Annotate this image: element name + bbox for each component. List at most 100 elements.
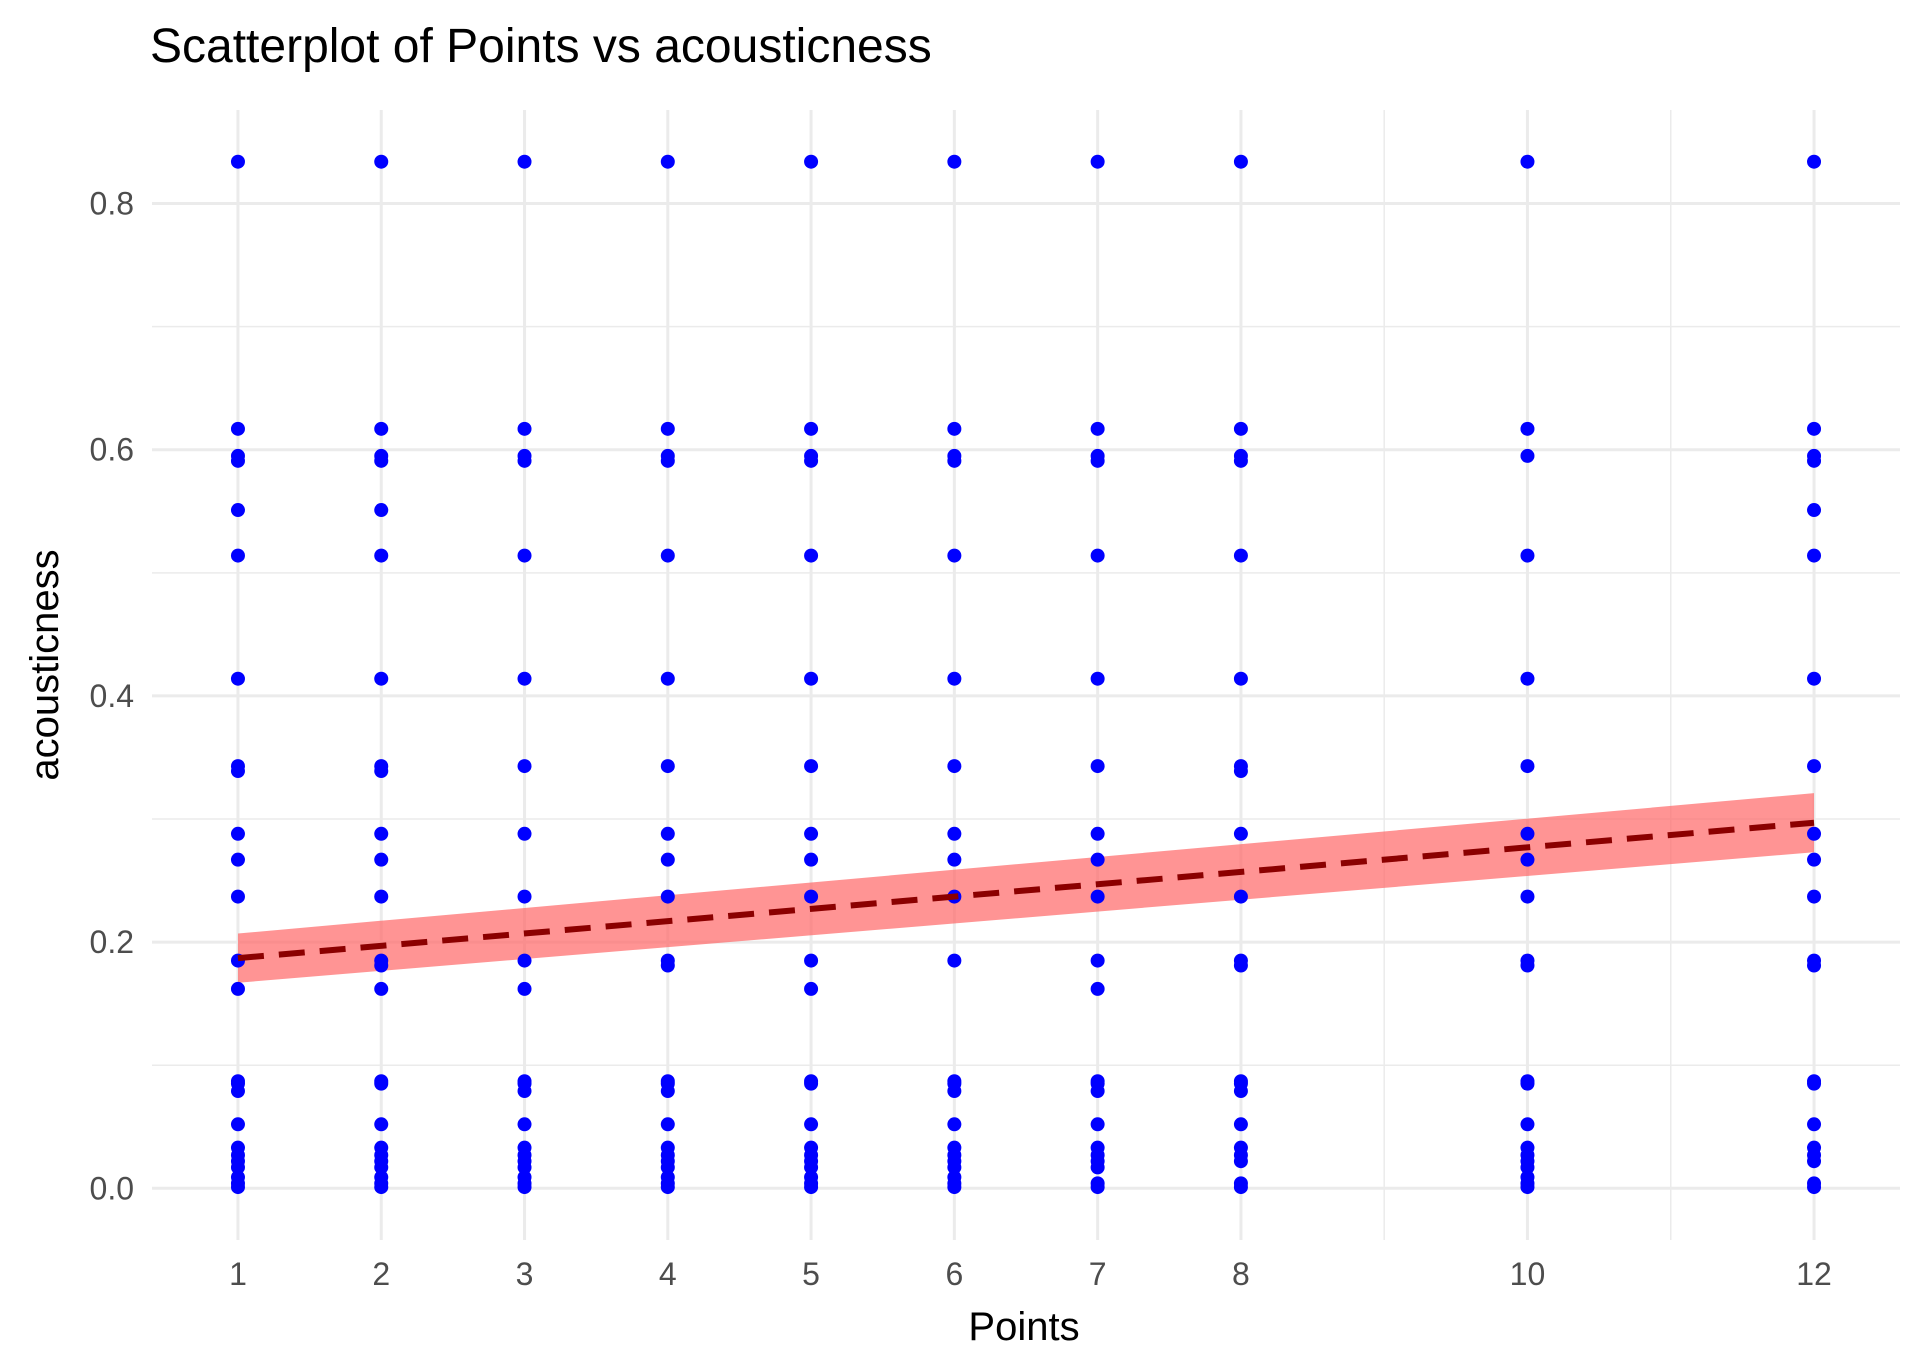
data-point xyxy=(660,1160,675,1175)
data-point xyxy=(1233,421,1248,436)
data-point xyxy=(1520,1180,1535,1195)
data-point xyxy=(660,759,675,774)
data-point xyxy=(1520,671,1535,686)
data-point xyxy=(1233,764,1248,779)
trend-line xyxy=(237,819,1815,962)
data-point xyxy=(947,953,962,968)
data-point xyxy=(1233,889,1248,904)
data-point xyxy=(804,953,819,968)
data-point xyxy=(804,671,819,686)
x-axis-label: Points xyxy=(968,1305,1079,1349)
data-point xyxy=(374,1160,389,1175)
data-point xyxy=(947,421,962,436)
data-point xyxy=(1090,421,1105,436)
data-point xyxy=(1807,1117,1822,1132)
data-point xyxy=(1090,1180,1105,1195)
data-point xyxy=(1233,1117,1248,1132)
y-tick-label: 0.0 xyxy=(90,1170,134,1206)
data-point xyxy=(517,981,532,996)
data-point xyxy=(374,889,389,904)
data-point xyxy=(660,826,675,841)
data-point xyxy=(1520,421,1535,436)
data-point xyxy=(374,826,389,841)
data-point xyxy=(230,154,245,169)
data-point xyxy=(1233,1154,1248,1169)
data-point xyxy=(1520,1117,1535,1132)
x-tick-label: 5 xyxy=(802,1256,820,1292)
data-point xyxy=(517,826,532,841)
data-point xyxy=(947,453,962,468)
data-point xyxy=(1233,453,1248,468)
data-point xyxy=(804,759,819,774)
data-point xyxy=(660,1117,675,1132)
data-point xyxy=(517,1180,532,1195)
data-point xyxy=(1807,759,1822,774)
data-point xyxy=(1520,448,1535,463)
data-point xyxy=(804,1117,819,1132)
data-point xyxy=(517,1160,532,1175)
data-point xyxy=(1233,671,1248,686)
data-point xyxy=(1233,1180,1248,1195)
data-point xyxy=(660,958,675,973)
data-point xyxy=(660,1180,675,1195)
data-point xyxy=(1520,1160,1535,1175)
data-point xyxy=(947,548,962,563)
data-point xyxy=(1807,852,1822,867)
data-point xyxy=(1090,852,1105,867)
data-point xyxy=(517,671,532,686)
data-point xyxy=(1233,1084,1248,1099)
data-point xyxy=(1090,953,1105,968)
data-point xyxy=(1233,958,1248,973)
data-point xyxy=(1520,1076,1535,1091)
data-point xyxy=(230,1160,245,1175)
data-point xyxy=(374,1076,389,1091)
data-point xyxy=(517,759,532,774)
data-point xyxy=(1807,548,1822,563)
data-point xyxy=(660,889,675,904)
data-point xyxy=(1807,889,1822,904)
data-point xyxy=(517,1084,532,1099)
data-point xyxy=(804,453,819,468)
data-point xyxy=(947,1180,962,1195)
data-point xyxy=(947,1117,962,1132)
data-point xyxy=(230,1180,245,1195)
data-point xyxy=(1090,759,1105,774)
data-point xyxy=(804,548,819,563)
data-point xyxy=(230,764,245,779)
x-tick-label: 7 xyxy=(1089,1256,1107,1292)
data-point xyxy=(1807,154,1822,169)
data-point xyxy=(517,889,532,904)
y-axis-label: acousticness xyxy=(23,549,67,780)
data-point xyxy=(1807,958,1822,973)
data-point xyxy=(374,852,389,867)
x-tick-label: 6 xyxy=(945,1256,963,1292)
data-point xyxy=(1090,453,1105,468)
data-point xyxy=(1520,759,1535,774)
x-tick-label: 12 xyxy=(1796,1256,1832,1292)
data-point xyxy=(1090,1117,1105,1132)
data-points xyxy=(230,154,1822,1195)
data-point xyxy=(374,764,389,779)
data-point xyxy=(1520,958,1535,973)
data-point xyxy=(1090,826,1105,841)
data-point xyxy=(660,852,675,867)
y-tick-label: 0.8 xyxy=(90,186,134,222)
data-point xyxy=(1807,1154,1822,1169)
data-point xyxy=(1520,852,1535,867)
data-point xyxy=(1520,889,1535,904)
data-point xyxy=(517,953,532,968)
data-point xyxy=(1520,826,1535,841)
data-point xyxy=(947,826,962,841)
data-point xyxy=(660,548,675,563)
data-point xyxy=(660,453,675,468)
data-point xyxy=(947,852,962,867)
data-point xyxy=(804,1180,819,1195)
data-point xyxy=(804,981,819,996)
x-tick-labels: 1 2 3 4 5 6 7 8 10 12 xyxy=(229,1256,1832,1292)
data-point xyxy=(374,981,389,996)
data-point xyxy=(1233,154,1248,169)
data-point xyxy=(230,889,245,904)
data-point xyxy=(230,826,245,841)
data-point xyxy=(947,1084,962,1099)
data-point xyxy=(1520,548,1535,563)
